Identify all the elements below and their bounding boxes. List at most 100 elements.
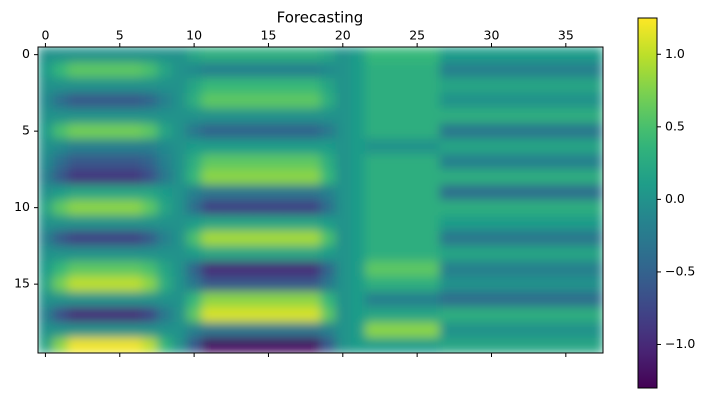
heatmap-cell [97,77,113,94]
heatmap-cell [127,47,143,63]
heatmap-cell [246,108,262,124]
heatmap-cell [350,108,366,124]
heatmap-cell [588,169,603,186]
heatmap-cell [498,92,515,109]
heatmap-cell [454,154,470,170]
heatmap-cell [171,245,188,262]
heatmap-cell [231,92,247,109]
heatmap-cell [379,337,396,353]
heatmap-cell [171,47,188,63]
heatmap-cell [528,92,545,109]
heatmap-cell [498,169,515,186]
heatmap-cell [439,276,455,293]
heatmap-cell [186,200,203,216]
heatmap-cell [513,245,530,262]
heatmap-cell [439,261,455,277]
heatmap-cell [97,215,113,232]
heatmap-cell [231,276,247,293]
heatmap-cell [142,215,158,232]
heatmap-cell [156,215,173,232]
heatmap-cell [365,245,381,262]
heatmap-cell [171,337,188,353]
heatmap-cell [246,307,262,323]
heatmap-cell [156,123,173,140]
heatmap-cell [156,307,173,323]
heatmap-cell [231,307,247,323]
heatmap-cell [320,47,336,63]
heatmap-cell [350,245,366,262]
heatmap-cell [52,215,69,232]
heatmap-cell [365,307,381,323]
heatmap-cell [484,307,500,323]
heatmap-cell [513,169,530,186]
heatmap-cell [365,337,381,353]
heatmap-cell [365,184,381,201]
heatmap-cell [558,123,574,140]
heatmap-cell [38,215,54,232]
heatmap-cell [558,230,574,247]
heatmap-cell [112,245,128,262]
heatmap-cell [246,169,262,186]
heatmap-cell [261,169,277,186]
heatmap-cell [320,200,336,216]
heatmap-cell [558,92,574,109]
heatmap-cell [424,261,440,277]
heatmap-cell [97,200,113,216]
heatmap-cell [216,169,232,186]
heatmap-cell [558,276,574,293]
heatmap-cell [231,215,247,232]
heatmap-cell [142,200,158,216]
heatmap-cell [588,291,603,308]
heatmap-cell [127,261,143,277]
heatmap-cell [320,291,336,308]
heatmap-cell [201,138,217,155]
heatmap-cell [246,276,262,293]
heatmap-cell [394,200,411,216]
heatmap-cell [142,154,158,170]
heatmap-cell [290,245,307,262]
heatmap-cell [97,184,113,201]
heatmap-cell [305,245,321,262]
heatmap-cell [97,62,113,79]
heatmap-cell [127,337,143,353]
heatmap-cell [305,154,321,170]
heatmap-cell [67,138,84,155]
heatmap-cell [156,92,173,109]
heatmap-cell [394,307,411,323]
heatmap-cell [454,62,470,79]
heatmap-cell [127,77,143,94]
heatmap-cell [484,322,500,339]
heatmap-cell [112,92,128,109]
heatmap-cell [335,169,351,186]
heatmap-cell [424,123,440,140]
heatmap-cell [424,154,440,170]
heatmap-cell [498,123,515,140]
heatmap-cell [305,77,321,94]
heatmap-cell [171,108,188,124]
heatmap-cell [216,92,232,109]
heatmap-cell [156,291,173,308]
heatmap-cell [275,169,292,186]
heatmap-cell [484,230,500,247]
heatmap-cell [142,245,158,262]
y-tick-label: 0 [22,46,30,61]
heatmap-cell [156,169,173,186]
heatmap-cell [201,47,217,63]
heatmap-cell [335,276,351,293]
heatmap-cell [38,169,54,186]
heatmap-cell [186,77,203,94]
heatmap-cell [171,138,188,155]
heatmap-cell [454,47,470,63]
heatmap-cell [394,261,411,277]
heatmap-cell [335,92,351,109]
heatmap-cell [290,77,307,94]
heatmap-cell [350,138,366,155]
heatmap-cell [409,215,426,232]
heatmap-cell [409,245,426,262]
heatmap-cell [573,307,589,323]
heatmap-cell [424,108,440,124]
heatmap-cell [97,230,113,247]
heatmap-cell [558,307,574,323]
heatmap-cell [231,108,247,124]
heatmap-cell [82,108,98,124]
